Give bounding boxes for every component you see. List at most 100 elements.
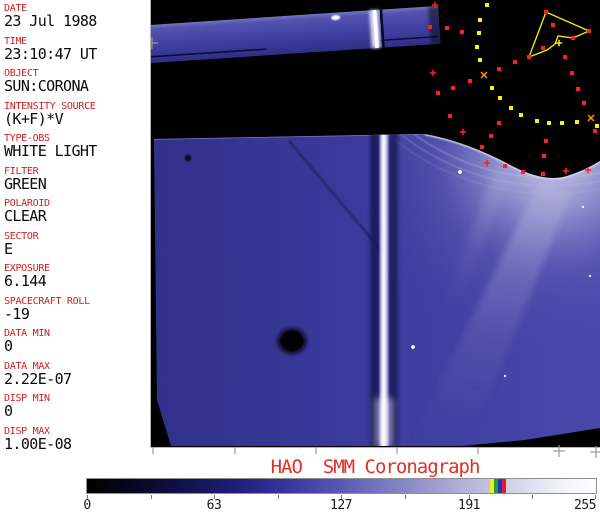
colorbar-tick xyxy=(532,495,533,499)
yellow-point xyxy=(485,3,489,7)
field-value: -19 xyxy=(4,304,30,323)
fiducial-plus-marks xyxy=(150,37,600,458)
red-point xyxy=(521,170,525,174)
field-value: (K+F)*V xyxy=(4,109,64,128)
orange-x-point xyxy=(587,114,595,122)
field-label: TYPE-OBS xyxy=(4,133,50,144)
yellow-point xyxy=(547,121,551,125)
yellow-point xyxy=(519,113,523,117)
colorbar-tick xyxy=(341,495,342,499)
star-point xyxy=(458,170,462,174)
red-plus-point xyxy=(562,167,570,175)
red-point xyxy=(593,129,597,133)
yellow-point xyxy=(509,106,513,110)
red-plus-point xyxy=(483,159,491,167)
main-image-details xyxy=(154,134,600,446)
metadata-field: DISP MIN 0 xyxy=(4,393,150,420)
red-point xyxy=(570,71,574,75)
field-value: E xyxy=(4,239,13,258)
colorbar-tick xyxy=(405,495,406,499)
field-label: SECTOR xyxy=(4,230,39,242)
yellow-point xyxy=(478,18,482,22)
metadata-field: DATA MIN 0 xyxy=(4,328,150,355)
yellow-point xyxy=(490,86,494,90)
field-label: DATE xyxy=(4,3,27,14)
metadata-field: DISP MAX 1.00E-08 xyxy=(4,426,150,453)
field-label: FILTER xyxy=(4,165,39,177)
field-label: SPACECRAFT ROLL xyxy=(4,295,90,307)
colorbar-gradient xyxy=(87,479,596,493)
colorbar-tick-label: 255 xyxy=(574,498,596,513)
red-point xyxy=(468,79,472,83)
yellow-point xyxy=(595,124,599,128)
yellow-point xyxy=(477,31,481,35)
band-bright-spot xyxy=(331,15,341,21)
colorbar-tick-label: 63 xyxy=(206,498,222,513)
metadata-field: POLAROID CLEAR xyxy=(4,198,150,225)
field-label: DATA MAX xyxy=(4,360,50,372)
star-point xyxy=(503,374,507,378)
field-value: 6.144 xyxy=(4,272,47,290)
red-point xyxy=(497,121,501,125)
red-point xyxy=(503,164,507,168)
red-point xyxy=(497,67,501,71)
metadata-field: FILTER GREEN xyxy=(4,166,150,193)
field-label: TIME xyxy=(4,35,27,47)
red-point xyxy=(436,91,440,95)
axis-ticks xyxy=(152,447,479,454)
field-value: GREEN xyxy=(4,174,47,193)
field-label: EXPOSURE xyxy=(4,263,50,274)
field-label: INTENSITY SOURCE xyxy=(4,100,96,112)
red-point xyxy=(544,139,548,143)
field-label: POLAROID xyxy=(4,198,50,209)
field-value: 23 Jul 1988 xyxy=(4,12,97,30)
coronal-streamer-faint xyxy=(438,170,512,320)
red-point xyxy=(489,134,493,138)
metadata-field: DATE 23 Jul 1988 xyxy=(4,3,150,30)
metadata-field: OBJECT SUN:CORONA xyxy=(4,68,150,95)
red-point xyxy=(428,25,432,29)
pylon-line xyxy=(370,134,398,446)
colorbar-tick-label: 0 xyxy=(83,498,91,513)
coronagraph-image xyxy=(150,0,600,458)
star-point xyxy=(588,274,592,278)
red-point xyxy=(551,23,555,27)
metadata-field: TYPE-OBS WHITE LIGHT xyxy=(4,133,150,160)
red-point xyxy=(480,145,484,149)
red-point xyxy=(445,26,449,30)
red-point xyxy=(542,154,546,158)
star-point xyxy=(411,345,415,349)
colorbar xyxy=(86,478,597,494)
shadow-line xyxy=(288,140,382,251)
red-point xyxy=(541,46,545,50)
field-label: DISP MIN xyxy=(4,393,50,404)
red-point xyxy=(582,101,586,105)
top-exposure-band xyxy=(150,5,443,63)
metadata-field: SPACECRAFT ROLL -19 xyxy=(4,296,150,323)
field-value: CLEAR xyxy=(4,207,47,225)
metadata-sidebar: DATE 23 Jul 1988 TIME 23:10:47 UT OBJECT SUN:… xyxy=(0,0,150,458)
coronal-streamer xyxy=(408,180,572,446)
yellow-point xyxy=(560,121,564,125)
red-plus-point xyxy=(429,69,437,77)
yellow-point xyxy=(575,120,579,124)
field-value: 0 xyxy=(4,402,13,420)
red-plus-point xyxy=(459,128,467,136)
metadata-field: INTENSITY SOURCE (K+F)*V xyxy=(4,101,150,128)
metadata-field: SECTOR E xyxy=(4,231,150,258)
colorbar-tick-label: 127 xyxy=(330,498,352,513)
red-point xyxy=(527,55,531,59)
red-point xyxy=(576,87,580,91)
colorbar-tick xyxy=(87,495,88,499)
field-label: DISP MAX xyxy=(4,425,50,437)
yellow-point xyxy=(498,96,502,100)
red-point xyxy=(541,172,545,176)
field-value: SUN:CORONA xyxy=(4,77,89,95)
red-point xyxy=(563,55,567,59)
image-title: HAO SMM Coronagraph xyxy=(270,456,481,478)
red-point xyxy=(587,29,591,33)
field-value: 2.22E-07 xyxy=(4,369,72,388)
yellow-point xyxy=(478,58,482,62)
colorbar-overlay-stripe xyxy=(502,479,506,493)
red-plus-point xyxy=(584,166,592,174)
